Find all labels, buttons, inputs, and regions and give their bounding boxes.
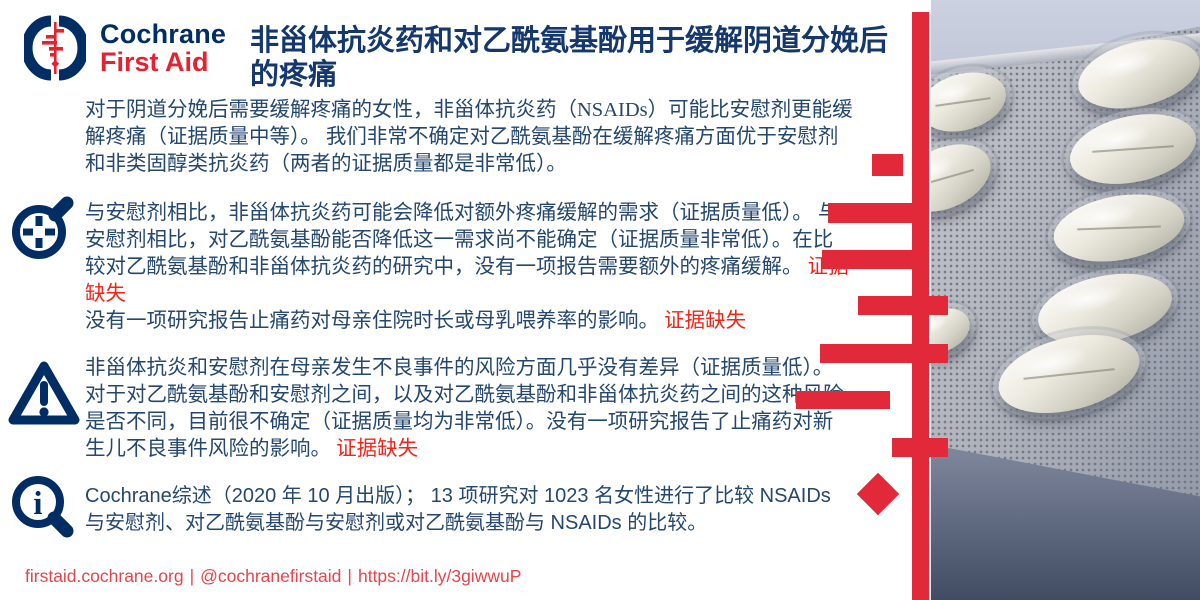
brand-name-first-aid: First Aid xyxy=(100,47,209,77)
evidence-missing-label: 证据缺失 xyxy=(336,438,419,460)
forest-plot-bar xyxy=(872,154,903,176)
footer-link-website[interactable]: firstaid.cochrane.org xyxy=(25,566,184,586)
review-info-text: Cochrane综述（2020 年 10 月出版）； 13 项研究对 1023 … xyxy=(85,485,831,534)
section-adverse-events: 非甾体抗炎和安慰剂在母亲发生不良事件的风险方面几乎没有差异（证据质量低）。对于对… xyxy=(85,355,853,463)
brand-name-cochrane: Cochrane xyxy=(100,18,227,49)
evidence-missing-label: 证据缺失 xyxy=(664,310,747,332)
adverse-events-text: 非甾体抗炎和安慰剂在母亲发生不良事件的风险方面几乎没有差异（证据质量低）。对于对… xyxy=(85,357,844,460)
section-review-info: Cochrane综述（2020 年 10 月出版）； 13 项研究对 1023 … xyxy=(85,483,853,537)
hospital-stay-text: 没有一项研究报告止痛药对母亲住院时长或母乳喂养率的影响。 xyxy=(85,310,659,332)
forest-plot-diamond xyxy=(856,472,900,516)
brand-wordmark: Cochrane First Aid xyxy=(100,18,227,77)
summary-text: 对于阴道分娩后需要缓解疼痛的女性，非甾体抗炎药（NSAIDs）可能比安慰剂更能缓… xyxy=(85,99,853,175)
stopwatch-icon xyxy=(6,192,78,269)
pills-photo xyxy=(931,0,1200,600)
info-magnifier-icon: i xyxy=(6,471,80,552)
footer-link-review[interactable]: https://bit.ly/3giwwuP xyxy=(357,566,522,586)
section-summary: 对于阴道分娩后需要缓解疼痛的女性，非甾体抗炎药（NSAIDs）可能比安慰剂更能缓… xyxy=(85,97,853,178)
footer-link-social[interactable]: @cochranefirstaid xyxy=(200,566,342,586)
pain-relief-text: 与安慰剂相比，非甾体抗炎药可能会降低对额外疼痛缓解的需求（证据质量低）。 与安慰… xyxy=(85,202,839,278)
warning-triangle-icon xyxy=(6,358,82,435)
cochrane-logo-icon xyxy=(24,15,86,81)
forest-plot-axis xyxy=(912,12,929,600)
footer-links: firstaid.cochrane.org | @cochranefirstaid |… xyxy=(25,566,521,587)
svg-text:i: i xyxy=(33,486,42,522)
brand-header: Cochrane First Aid xyxy=(24,14,226,82)
footer-separator: | xyxy=(347,566,352,586)
footer-separator: | xyxy=(189,566,195,586)
page-title: 非甾体抗炎药和对乙酰氨基酚用于缓解阴道分娩后的疼痛 xyxy=(250,25,889,91)
section-additional-pain-relief: 与安慰剂相比，非甾体抗炎药可能会降低对额外疼痛缓解的需求（证据质量低）。 与安慰… xyxy=(85,200,853,335)
